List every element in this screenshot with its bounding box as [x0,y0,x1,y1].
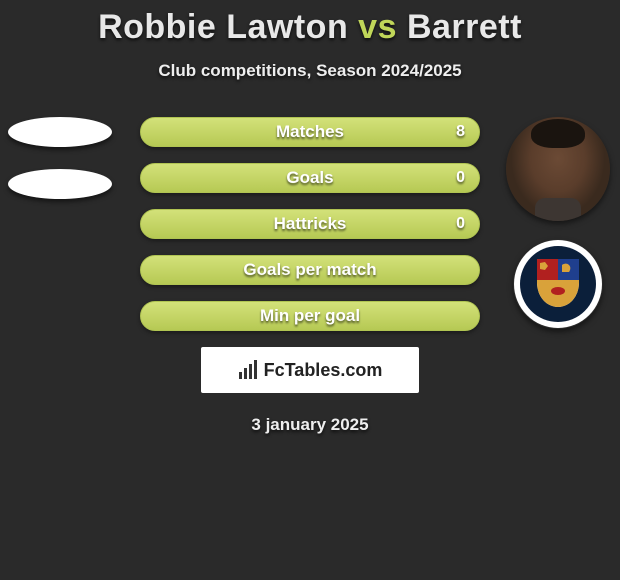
stat-label: Goals [286,168,333,188]
stat-bar-min-per-goal: Min per goal [140,301,480,331]
stat-value-right: 0 [456,169,465,187]
left-avatar-column [8,117,112,221]
stat-bar-goals-per-match: Goals per match [140,255,480,285]
date-text: 3 january 2025 [0,415,620,435]
title-vs: vs [358,8,397,46]
stat-bar-goals: Goals 0 [140,163,480,193]
title-player2: Barrett [407,8,522,46]
stat-bar-hattricks: Hattricks 0 [140,209,480,239]
stat-label: Goals per match [243,260,376,280]
stat-bar-matches: Matches 8 [140,117,480,147]
player2-face-icon [506,117,610,221]
subtitle: Club competitions, Season 2024/2025 [0,61,620,81]
stat-value-right: 8 [456,123,465,141]
source-logo: FcTables.com [201,347,419,393]
comparison-content: Matches 8 Goals 0 Hattricks 0 Goals per … [0,117,620,435]
stat-bars: Matches 8 Goals 0 Hattricks 0 Goals per … [140,117,480,331]
stat-label: Matches [276,122,344,142]
right-avatar-column [506,117,610,347]
stat-value-right: 0 [456,215,465,233]
player2-club-crest [513,239,603,329]
player1-club-placeholder [8,169,112,199]
page-title: Robbie Lawton vs Barrett [0,8,620,47]
logo-text: FcTables.com [264,360,383,381]
stat-label: Min per goal [260,306,360,326]
chart-icon [238,360,260,380]
title-player1: Robbie Lawton [98,8,348,46]
player2-avatar [506,117,610,221]
player1-avatar-placeholder [8,117,112,147]
stat-label: Hattricks [274,214,347,234]
crest-icon [513,239,603,329]
